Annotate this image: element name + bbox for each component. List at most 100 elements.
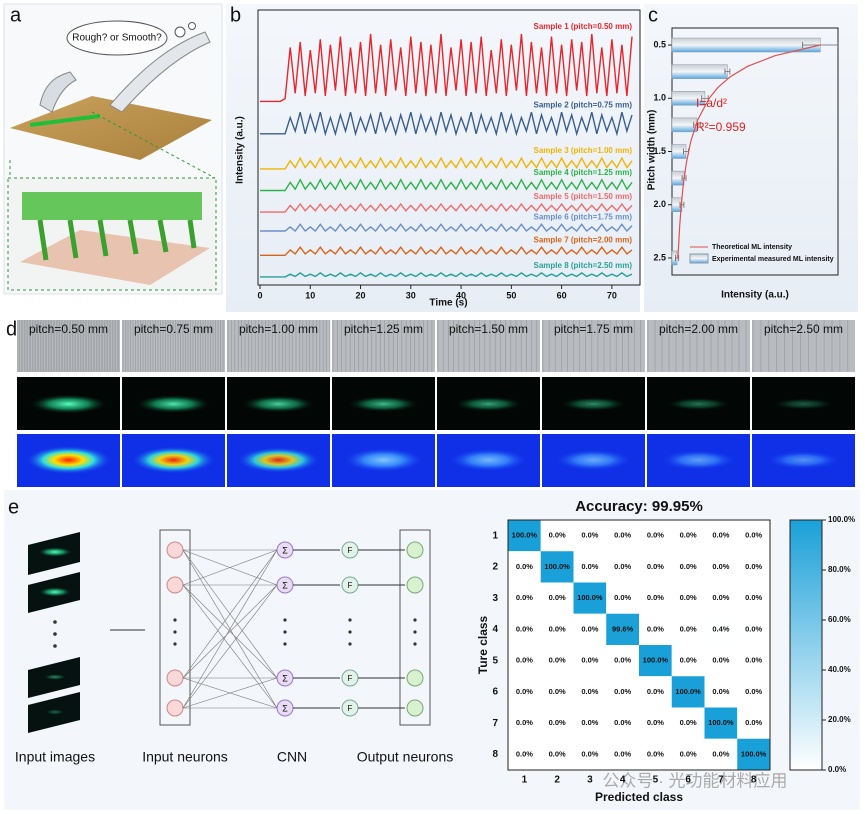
x-axis-title: Time (s) xyxy=(429,298,467,309)
matrix-cell xyxy=(573,613,607,645)
cell-label: 100.0% xyxy=(643,656,669,665)
series-label: Sample 4 (pitch=1.25 mm) xyxy=(534,168,633,177)
matrix-cell xyxy=(671,676,705,708)
x-tick-label: 10 xyxy=(305,290,315,300)
matrix-cell xyxy=(573,676,607,708)
cell-label: 100.0% xyxy=(741,749,767,758)
x-tick-label: 70 xyxy=(607,290,617,300)
colorbar-label: 0.0% xyxy=(828,765,846,774)
f-symbol: F xyxy=(348,674,353,683)
panel-label: a xyxy=(10,4,22,26)
panel-label: d xyxy=(6,318,17,340)
panel-b-bg xyxy=(226,4,640,312)
matrix-cell xyxy=(639,613,672,645)
matrix-cell xyxy=(704,582,738,614)
matrix-cell xyxy=(639,676,672,708)
series-line xyxy=(260,33,633,103)
matrix-cell xyxy=(508,613,541,645)
colorbar-label: 80.0% xyxy=(828,565,851,574)
watermark: 公众号 · 光功能材料应用 xyxy=(602,771,787,790)
cell-label: 0.0% xyxy=(549,656,566,665)
ml-glow xyxy=(559,396,628,412)
cell-label: 0.0% xyxy=(680,562,697,571)
cell-label: 0.0% xyxy=(712,656,729,665)
stage-label: CNN xyxy=(277,749,307,765)
cell-label: 0.0% xyxy=(516,562,533,571)
cell-label: 0.0% xyxy=(745,593,762,602)
cell-label: 0.0% xyxy=(745,531,762,540)
legend-label: Experimental measured ML intensity xyxy=(712,256,834,263)
heat-spot xyxy=(238,447,319,473)
x-tick-label: 8 xyxy=(751,775,757,786)
cell-label: 0.0% xyxy=(647,749,664,758)
cell-label: 100.0% xyxy=(675,687,701,696)
y-tick-label: 4 xyxy=(492,624,498,635)
stripes xyxy=(437,320,538,372)
matrix-cell xyxy=(737,582,770,614)
cell-label: 0.0% xyxy=(614,656,631,665)
y-tick-label: 5 xyxy=(492,655,498,666)
cell-label: 0.0% xyxy=(680,656,697,665)
matrix-cell xyxy=(639,738,672,770)
series-label: Sample 5 (pitch=1.50 mm) xyxy=(534,192,633,201)
x-tick-label: 6 xyxy=(685,775,691,786)
matrix-cell xyxy=(704,520,738,552)
cell-label: 0.0% xyxy=(680,718,697,727)
matrix-cell xyxy=(573,551,607,583)
stripes xyxy=(122,320,224,372)
cell-label: 0.0% xyxy=(680,749,697,758)
series-line xyxy=(260,246,633,256)
x-tick-label: 5 xyxy=(653,775,659,786)
x-axis-title: Predicted class xyxy=(595,790,683,804)
cell-label: 0.0% xyxy=(581,562,598,571)
matrix-cell xyxy=(737,707,770,739)
matrix-cell xyxy=(508,520,541,552)
y-tick-label: 1.5 xyxy=(653,146,666,156)
surface-photo xyxy=(647,320,750,372)
stripes xyxy=(647,320,747,372)
legend-swatch xyxy=(689,253,709,264)
heat-spot xyxy=(344,448,423,472)
series-label: Sample 7 (pitch=2.00 mm) xyxy=(534,235,633,244)
matrix-cell xyxy=(639,707,672,739)
cell-label: 0.0% xyxy=(516,624,533,633)
matrix-cell xyxy=(508,738,541,770)
cell-label: 0.0% xyxy=(647,562,664,571)
cell-label: 0.0% xyxy=(745,562,762,571)
ml-glow xyxy=(134,394,213,414)
y-axis-title: Ture class xyxy=(476,615,490,674)
x-tick-label: 60 xyxy=(557,290,567,300)
cell-label: 0.0% xyxy=(647,531,664,540)
heat-spot xyxy=(449,448,528,472)
illustration-a xyxy=(7,20,217,291)
cell-label: 0.0% xyxy=(549,624,566,633)
colorbar xyxy=(789,519,823,771)
heat-spot xyxy=(661,450,736,470)
x-tick-label: 3 xyxy=(587,775,593,786)
matrix-cell xyxy=(704,645,738,677)
matrix-cell xyxy=(639,582,672,614)
matrix-cell xyxy=(671,520,705,552)
x-tick-label: 1 xyxy=(522,775,528,786)
cell-label: 0.0% xyxy=(614,531,631,540)
matrix-cell xyxy=(508,707,541,739)
matrix-cell xyxy=(540,551,574,583)
sum-symbol: Σ xyxy=(282,580,288,590)
surface-photo xyxy=(227,320,330,372)
x-tick-label: 7 xyxy=(718,775,724,786)
y-tick-label: 2.5 xyxy=(653,252,666,262)
matrix-cell xyxy=(606,551,639,583)
cell-label: 100.0% xyxy=(512,531,538,540)
stage-label: Output neurons xyxy=(357,749,454,765)
cell-label: 0.0% xyxy=(712,687,729,696)
cell-label: 0.0% xyxy=(549,687,566,696)
surface-photo xyxy=(752,320,855,372)
cell-label: 0.0% xyxy=(549,531,566,540)
heat-spot xyxy=(132,446,215,474)
ml-glow xyxy=(453,396,524,412)
matrix-cell xyxy=(704,613,738,645)
f-symbol: F xyxy=(348,546,353,555)
matrix-cell xyxy=(508,551,541,583)
y-axis-title: Intensity (a.u.) xyxy=(235,116,246,184)
